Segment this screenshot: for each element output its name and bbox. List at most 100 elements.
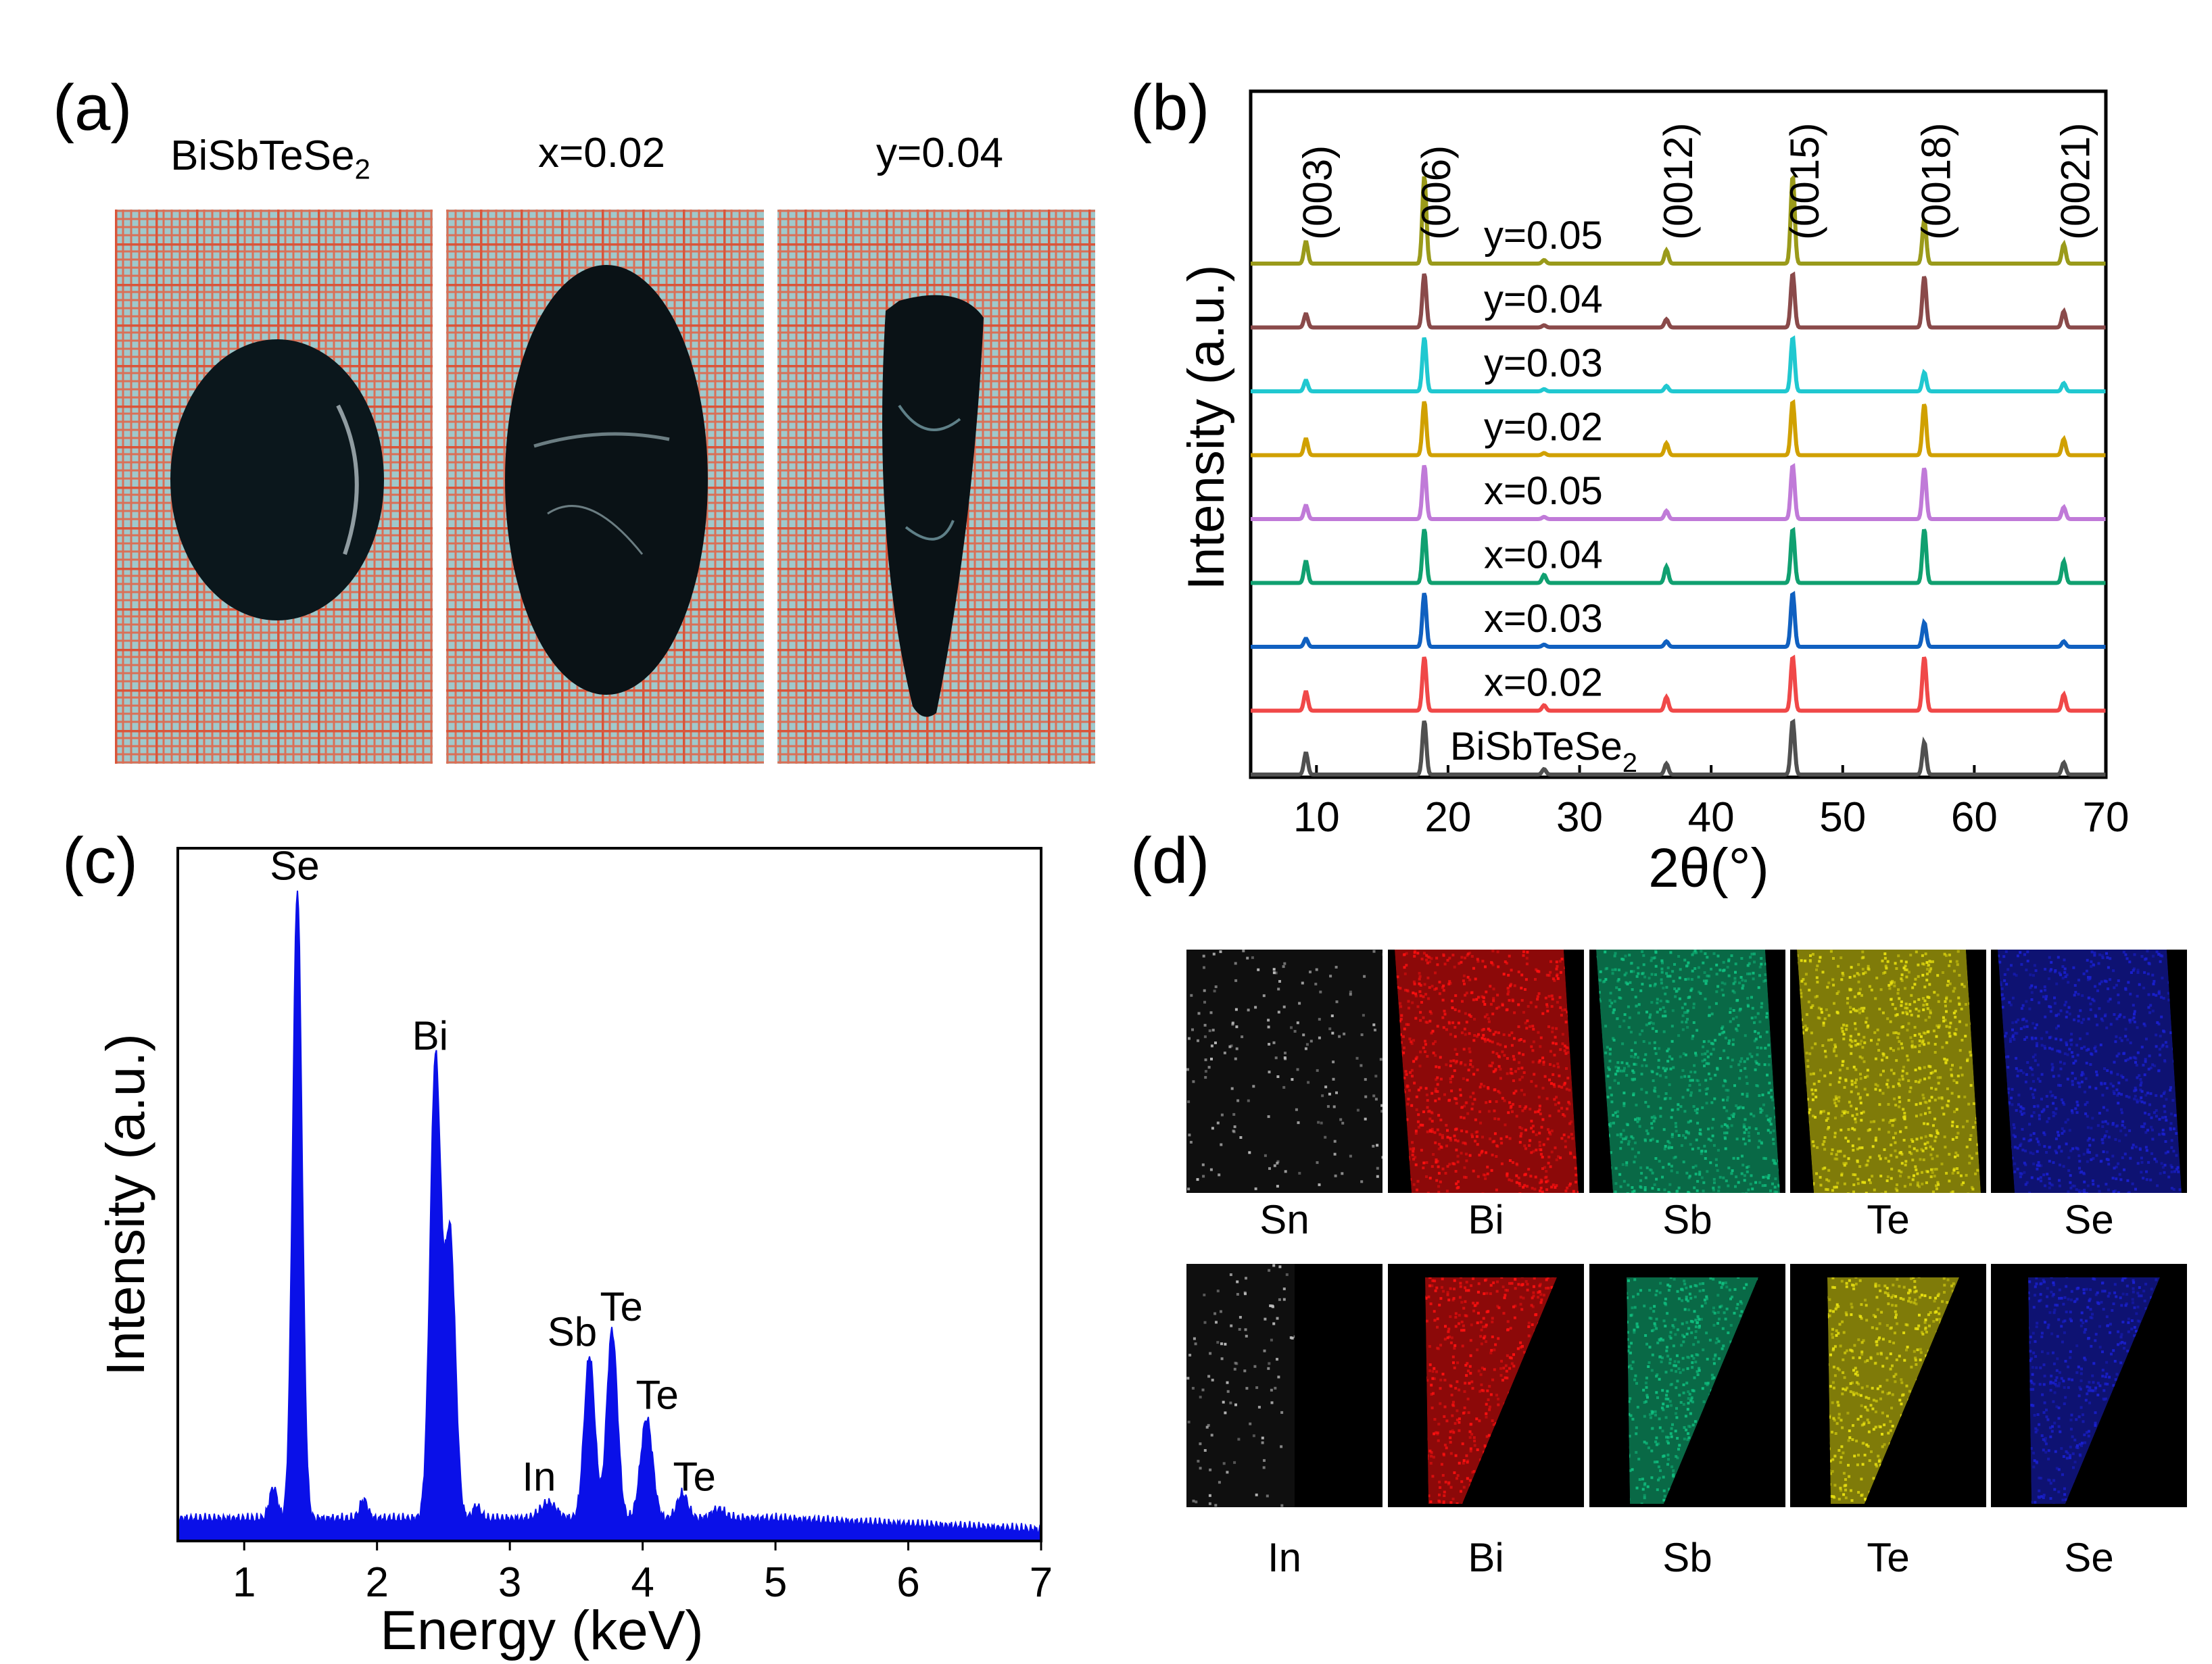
map-speckle bbox=[2144, 1058, 2147, 1061]
map-speckle bbox=[1442, 989, 1445, 992]
map-speckle bbox=[1509, 1071, 1512, 1075]
map-speckle bbox=[1564, 1140, 1567, 1143]
map-speckle bbox=[2021, 1106, 2024, 1110]
map-speckle bbox=[1656, 1140, 1659, 1143]
map-speckle bbox=[1570, 1120, 1573, 1123]
map-speckle bbox=[1417, 1125, 1420, 1129]
map-speckle bbox=[1469, 1450, 1472, 1452]
map-speckle bbox=[1626, 1192, 1629, 1193]
map-speckle bbox=[2098, 1007, 2101, 1010]
map-speckle bbox=[1968, 1154, 1971, 1158]
map-speckle bbox=[1432, 1042, 1435, 1046]
map-speckle bbox=[1539, 1036, 1543, 1039]
map-speckle bbox=[1520, 1308, 1524, 1311]
map-speckle bbox=[1769, 1089, 1773, 1092]
map-speckle bbox=[1226, 1390, 1230, 1393]
map-speckle bbox=[1422, 952, 1426, 955]
map-speckle bbox=[1698, 1083, 1702, 1086]
map-speckle bbox=[2120, 1111, 2123, 1115]
map-speckle bbox=[2017, 1069, 2020, 1073]
map-speckle bbox=[1951, 1190, 1954, 1193]
map-speckle bbox=[1557, 1155, 1560, 1158]
map-speckle bbox=[1689, 1091, 1693, 1094]
map-speckle bbox=[1730, 1113, 1733, 1117]
map-speckle bbox=[1906, 1058, 1910, 1062]
map-speckle bbox=[2030, 1176, 2034, 1179]
map-speckle bbox=[1496, 1042, 1499, 1046]
map-speckle bbox=[1491, 1419, 1494, 1423]
map-speckle bbox=[1560, 1014, 1563, 1017]
map-speckle bbox=[1724, 1147, 1727, 1150]
map-speckle bbox=[1850, 1104, 1853, 1108]
map-speckle bbox=[1767, 1174, 1771, 1177]
map-speckle bbox=[1641, 972, 1644, 975]
map-speckle bbox=[1910, 1046, 1914, 1049]
map-speckle bbox=[1949, 960, 1952, 963]
map-speckle bbox=[1309, 1039, 1313, 1043]
map-speckle bbox=[1485, 1292, 1489, 1295]
xrd-series-label: y=0.02 bbox=[1484, 406, 1603, 449]
map-speckle bbox=[1419, 1050, 1422, 1054]
map-speckle bbox=[1429, 1500, 1433, 1503]
map-speckle bbox=[2063, 1129, 2066, 1133]
map-speckle bbox=[1842, 974, 1845, 977]
map-speckle bbox=[1815, 995, 1819, 998]
map-speckle bbox=[1854, 1044, 1858, 1047]
map-speckle bbox=[1829, 950, 1833, 953]
map-speckle bbox=[2153, 1111, 2156, 1115]
map-speckle bbox=[1440, 1463, 1443, 1466]
map-speckle bbox=[2095, 1154, 2098, 1157]
map-speckle bbox=[2139, 1083, 2142, 1087]
map-speckle bbox=[2153, 1157, 2157, 1160]
map-speckle bbox=[2161, 1129, 2165, 1131]
map-speckle bbox=[1663, 1188, 1666, 1192]
map-speckle bbox=[1760, 1108, 1764, 1112]
map-speckle bbox=[1874, 997, 1877, 1000]
map-speckle bbox=[1726, 1096, 1729, 1099]
map-speckle bbox=[1472, 1277, 1474, 1280]
map-speckle bbox=[1706, 956, 1709, 959]
map-speckle bbox=[1760, 1142, 1763, 1145]
map-speckle bbox=[2032, 1163, 2036, 1166]
map-speckle bbox=[1691, 953, 1694, 956]
map-speckle bbox=[1715, 963, 1718, 966]
map-speckle bbox=[1758, 965, 1762, 969]
map-speckle bbox=[1931, 1190, 1935, 1193]
map-speckle bbox=[1364, 1117, 1367, 1121]
map-speckle bbox=[1276, 1185, 1279, 1188]
map-speckle bbox=[1948, 1179, 1951, 1183]
map-speckle bbox=[2115, 1054, 2119, 1058]
map-speckle bbox=[1892, 1136, 1895, 1140]
map-speckle bbox=[2065, 1041, 2068, 1044]
map-speckle bbox=[1447, 1482, 1450, 1486]
map-speckle bbox=[1412, 1158, 1416, 1161]
xrd-series-label: x=0.03 bbox=[1484, 597, 1603, 641]
map-speckle bbox=[1686, 1026, 1689, 1029]
map-speckle bbox=[1852, 1190, 1855, 1193]
map-speckle bbox=[1854, 1027, 1857, 1031]
map-speckle bbox=[1411, 1001, 1414, 1004]
map-speckle bbox=[1614, 952, 1617, 955]
map-speckle bbox=[2052, 1111, 2055, 1114]
map-speckle bbox=[1760, 1046, 1763, 1050]
map-speckle bbox=[1769, 1189, 1772, 1192]
map-speckle bbox=[1489, 1283, 1493, 1287]
map-speckle bbox=[1999, 981, 2002, 984]
peak-annotation: Sb bbox=[548, 1309, 597, 1354]
map-speckle bbox=[1919, 1158, 1922, 1161]
map-speckle bbox=[2123, 1152, 2127, 1156]
map-speckle bbox=[1482, 1033, 1485, 1037]
map-speckle bbox=[1543, 1294, 1545, 1297]
sample-title-y004: y=0.04 bbox=[876, 130, 1003, 176]
map-speckle bbox=[1356, 1108, 1360, 1112]
map-speckle bbox=[1519, 1346, 1522, 1349]
map-speckle bbox=[1925, 961, 1929, 964]
map-speckle bbox=[1481, 1192, 1485, 1193]
map-speckle bbox=[1446, 1336, 1449, 1340]
map-speckle bbox=[1559, 1048, 1562, 1051]
map-speckle bbox=[1757, 1031, 1760, 1035]
map-speckle bbox=[1280, 1504, 1284, 1507]
map-speckle bbox=[1466, 1079, 1469, 1081]
map-speckle bbox=[1756, 1053, 1759, 1056]
map-speckle bbox=[1723, 1135, 1727, 1139]
